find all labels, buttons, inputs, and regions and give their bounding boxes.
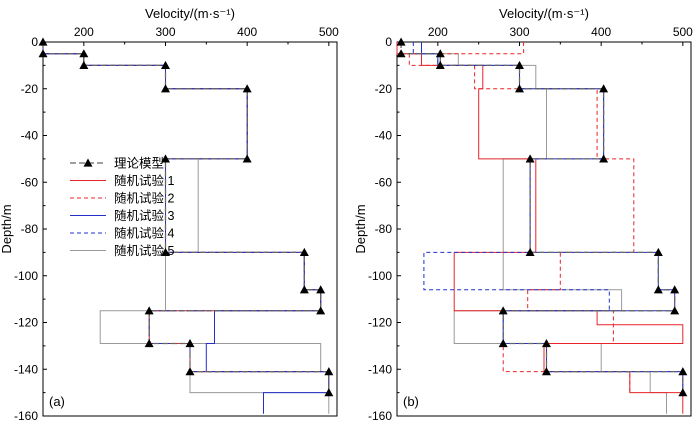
model-marker (599, 84, 609, 93)
model-marker (242, 154, 252, 163)
model-marker (299, 285, 309, 294)
y-axis-label: Depth/m (353, 204, 368, 253)
model-marker (678, 388, 688, 397)
y-tick-label: -140 (14, 362, 38, 376)
legend-label: 随机试验 2 (114, 191, 174, 206)
series-line (42, 42, 330, 414)
model-marker (299, 247, 309, 256)
model-marker (670, 285, 680, 294)
model-marker (185, 367, 195, 376)
series-line (400, 42, 684, 393)
model-marker (396, 49, 406, 58)
model-marker (144, 306, 154, 315)
model-marker (515, 84, 524, 93)
series-line (412, 42, 684, 393)
model-marker (670, 306, 680, 315)
model-marker (498, 306, 508, 315)
x-tick-label: 500 (319, 25, 339, 39)
y-tick-label: 0 (385, 35, 392, 49)
model-marker (525, 247, 535, 256)
x-tick-label: 500 (673, 25, 693, 39)
model-marker (79, 49, 89, 58)
y-tick-label: -80 (21, 222, 39, 236)
legend-marker (83, 158, 93, 167)
y-tick-label: -80 (375, 222, 393, 236)
model-marker (435, 60, 445, 69)
x-axis-label: Velocity/(m·s⁻¹) (499, 6, 589, 21)
y-tick-label: -20 (375, 82, 393, 96)
model-marker (324, 367, 334, 376)
series-line (42, 42, 330, 414)
model-marker (38, 37, 48, 46)
x-tick-label: 300 (155, 25, 175, 39)
series-line (42, 42, 330, 393)
y-tick-label: -120 (14, 316, 38, 330)
model-marker (515, 60, 524, 69)
legend-label: 随机试验 1 (114, 173, 174, 188)
x-tick-label: 400 (591, 25, 611, 39)
model-marker (653, 247, 663, 256)
model-marker (316, 306, 326, 315)
y-axis-label: Depth/m (0, 204, 14, 253)
model-marker (242, 84, 252, 93)
model-marker (324, 388, 334, 397)
model-marker (541, 367, 551, 376)
x-tick-label: 200 (428, 25, 448, 39)
legend-label: 随机试验 3 (114, 208, 174, 223)
y-tick-label: -160 (368, 409, 392, 423)
series-line (396, 42, 684, 414)
legend-label: 随机试验 5 (114, 243, 174, 258)
model-marker (185, 339, 195, 348)
legend-label: 理论模型 (114, 157, 164, 171)
model-marker (435, 49, 445, 58)
legend-label: 随机试验 4 (114, 226, 174, 241)
panel-a: 200 300 400 500 0 -20 -40 -60 -80 -100 -120 -140 -16… (0, 6, 339, 423)
y-tick-label: -60 (21, 175, 39, 189)
y-tick-label: -20 (21, 82, 39, 96)
model-marker (396, 37, 406, 46)
series-line (42, 42, 330, 393)
y-tick-label: -100 (368, 269, 392, 283)
y-tick-label: 0 (31, 35, 38, 49)
model-marker (161, 154, 170, 163)
series-line (396, 42, 667, 414)
series-line (42, 42, 330, 393)
model-marker (161, 84, 170, 93)
model-marker (161, 60, 170, 69)
y-tick-label: -100 (14, 269, 38, 283)
model-marker (599, 154, 609, 163)
model-marker (38, 49, 48, 58)
panel-b: 200 300 400 500 0 -20 -40 -60 -80 -100 -120 -140 -16… (353, 6, 693, 423)
y-tick-label: -120 (368, 316, 392, 330)
series-line (408, 42, 635, 393)
y-tick-label: -160 (14, 409, 38, 423)
model-marker (678, 367, 688, 376)
x-axis-label: Velocity/(m·s⁻¹) (145, 6, 235, 21)
x-tick-label: 400 (237, 25, 257, 39)
model-marker (316, 285, 326, 294)
y-tick-label: -140 (368, 362, 392, 376)
model-marker (541, 339, 551, 348)
model-marker (525, 154, 535, 163)
x-tick-label: 200 (74, 25, 94, 39)
model-marker (144, 339, 154, 348)
y-tick-label: -60 (375, 175, 393, 189)
model-marker (79, 60, 89, 69)
series-line (421, 42, 684, 393)
panel-label: (b) (403, 394, 419, 409)
model-marker (161, 247, 170, 256)
y-tick-label: -40 (375, 129, 393, 143)
model-marker (653, 285, 663, 294)
y-tick-label: -40 (21, 129, 39, 143)
model-marker (498, 339, 508, 348)
x-tick-label: 300 (509, 25, 529, 39)
panel-label: (a) (49, 394, 65, 409)
series-line (42, 42, 330, 393)
